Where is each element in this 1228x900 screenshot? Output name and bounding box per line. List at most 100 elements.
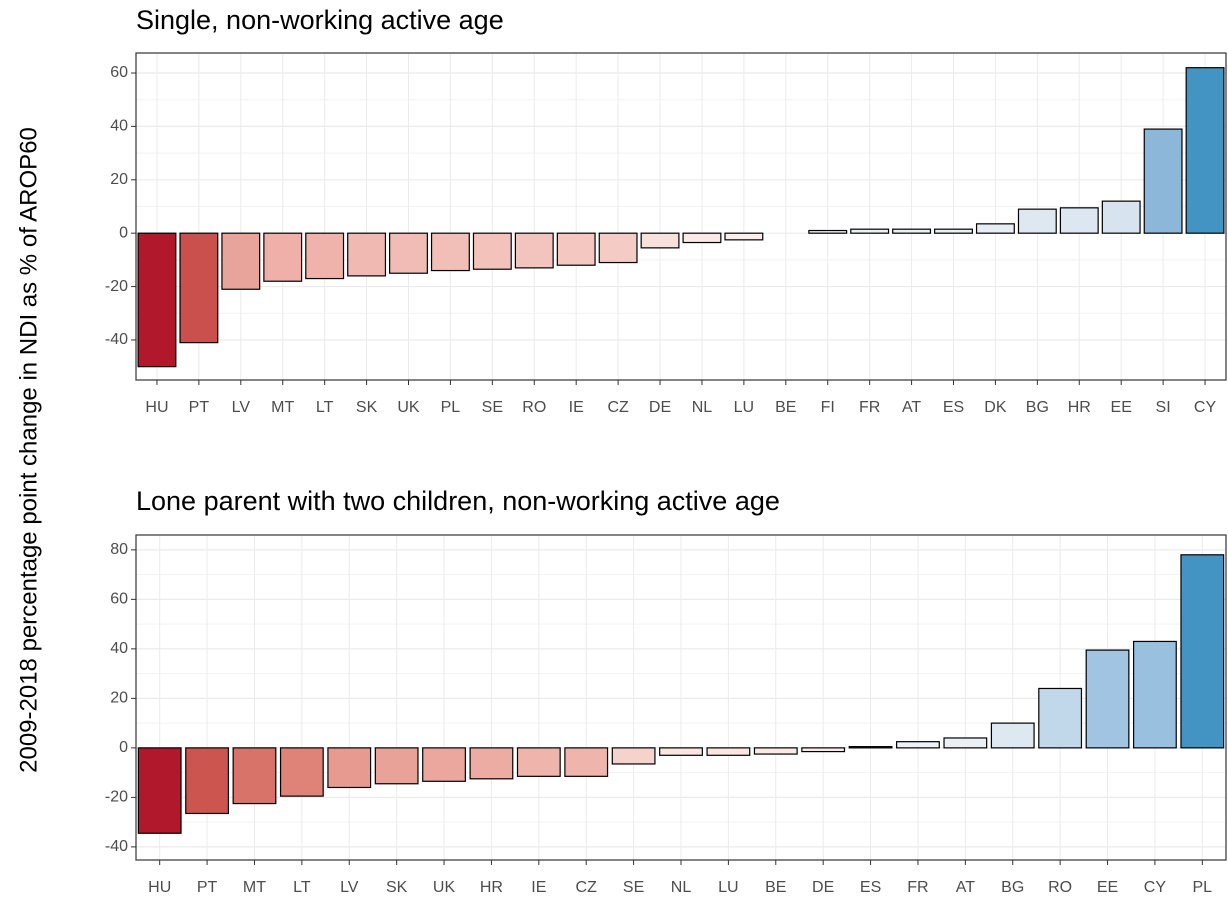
bar [347, 232, 387, 277]
bar [422, 747, 466, 782]
x-tick-label: BE [775, 399, 796, 416]
bar [1101, 200, 1141, 234]
x-tick-label: EE [1111, 399, 1132, 416]
panel-title: Single, non-working active age [136, 5, 504, 35]
bar [374, 747, 419, 785]
x-tick-label: CY [1194, 399, 1217, 416]
bar [659, 747, 703, 756]
x-tick-label: CZ [607, 399, 629, 416]
bar [232, 747, 277, 805]
x-tick-label: EE [1097, 879, 1118, 896]
x-tick-label: DE [649, 399, 671, 416]
bar [598, 232, 638, 264]
x-tick-label: MT [243, 879, 266, 896]
x-tick-label: BE [765, 879, 786, 896]
x-tick-label: DK [984, 399, 1007, 416]
x-tick-label: LT [293, 879, 311, 896]
x-tick-label: ES [943, 399, 964, 416]
bar [263, 232, 303, 282]
x-tick-label: CZ [576, 879, 598, 896]
x-tick-label: AT [902, 399, 921, 416]
x-tick-label: SK [386, 879, 408, 896]
x-tick-label: SK [356, 399, 378, 416]
bar [556, 232, 596, 266]
y-tick-label: 0 [119, 739, 128, 756]
y-tick-label: -40 [105, 331, 128, 348]
bar [564, 747, 609, 777]
x-tick-label: NL [692, 399, 713, 416]
x-tick-label: HU [148, 879, 171, 896]
x-tick-label: PL [1193, 879, 1213, 896]
bar [611, 747, 656, 765]
bar [327, 747, 372, 789]
x-tick-label: HU [145, 399, 168, 416]
bar [1143, 128, 1183, 234]
bar [640, 232, 680, 249]
bar [975, 223, 1015, 234]
x-tick-label: CY [1144, 879, 1167, 896]
y-tick-label: 60 [110, 591, 128, 608]
bar [892, 228, 932, 234]
y-tick-label: 40 [110, 640, 128, 657]
y-tick-label: -40 [105, 838, 128, 855]
x-tick-label: HR [1068, 399, 1091, 416]
bar [706, 747, 751, 756]
bar [850, 228, 890, 234]
bar [1180, 554, 1225, 749]
bar [682, 232, 722, 244]
x-tick-label: FI [821, 399, 835, 416]
bar [943, 737, 988, 749]
y-tick-label: 40 [110, 118, 128, 135]
x-tick-label: LU [734, 399, 754, 416]
x-tick-label: SE [623, 879, 644, 896]
x-tick-label: LT [316, 399, 334, 416]
x-tick-label: IE [531, 879, 546, 896]
bar [472, 232, 512, 270]
bar [279, 747, 324, 797]
bar [1017, 208, 1057, 234]
bar [516, 747, 561, 777]
bar [753, 747, 798, 755]
bar [808, 229, 848, 234]
bar [1132, 640, 1177, 749]
bar [221, 232, 261, 290]
x-tick-label: LV [232, 399, 251, 416]
x-tick-label: PT [189, 399, 210, 416]
x-tick-label: UK [397, 399, 420, 416]
y-tick-label: 20 [110, 690, 128, 707]
bar [1038, 687, 1083, 749]
y-tick-label: -20 [105, 278, 128, 295]
bar [990, 722, 1035, 749]
bar [179, 232, 219, 344]
bar [469, 747, 514, 780]
x-tick-label: RO [1048, 879, 1072, 896]
y-tick-label: 60 [110, 64, 128, 81]
bar [514, 232, 554, 269]
x-tick-label: DE [812, 879, 834, 896]
x-tick-label: IE [569, 399, 584, 416]
bar [848, 746, 893, 749]
bar [1185, 67, 1225, 234]
x-tick-label: PT [197, 879, 218, 896]
x-tick-label: FR [859, 399, 880, 416]
x-tick-label: BG [1001, 879, 1024, 896]
x-tick-label: RO [522, 399, 546, 416]
x-tick-label: SI [1156, 399, 1171, 416]
y-tick-label: 20 [110, 171, 128, 188]
x-tick-label: AT [956, 879, 975, 896]
x-tick-label: BG [1026, 399, 1049, 416]
bar [934, 228, 973, 234]
y-tick-label: -20 [105, 789, 128, 806]
x-tick-label: SE [482, 399, 503, 416]
bar [137, 747, 182, 834]
bar [137, 232, 177, 368]
x-tick-label: FR [907, 879, 928, 896]
x-tick-label: NL [671, 879, 692, 896]
bar [896, 741, 940, 749]
y-tick-label: 0 [119, 224, 128, 241]
x-tick-label: HR [480, 879, 503, 896]
bar [185, 747, 230, 815]
y-tick-label: 80 [110, 541, 128, 558]
bar [1085, 649, 1130, 749]
